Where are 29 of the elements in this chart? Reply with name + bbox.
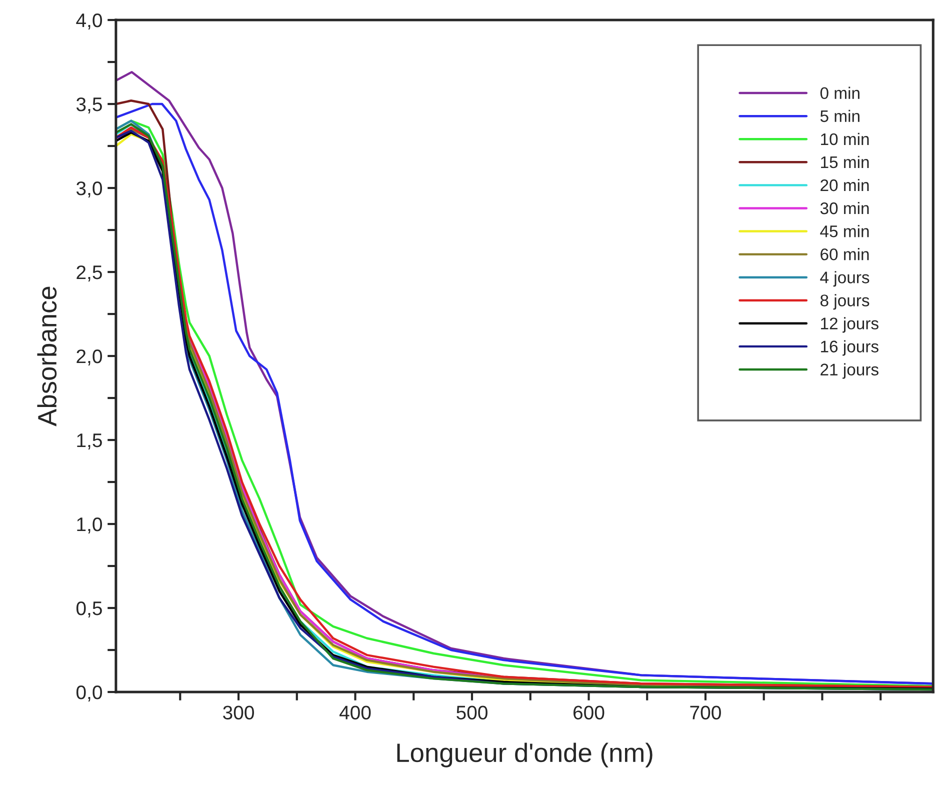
x-tick-label: 600	[574, 706, 604, 720]
legend-label: 45 min	[820, 225, 869, 238]
y-tick-label: 2,0	[76, 349, 102, 366]
y-tick-label: 4,0	[76, 13, 102, 30]
legend-label: 20 min	[820, 178, 869, 192]
legend-label: 8 jours	[820, 294, 870, 310]
legend-label: 5 min	[820, 110, 860, 122]
x-tick-label: 700	[690, 706, 721, 720]
y-axis-title: Absorbance	[37, 286, 57, 426]
y-tick-label: 0,0	[76, 685, 102, 702]
legend-label: 10 min	[821, 132, 869, 146]
y-tick-label: 1,5	[77, 434, 102, 450]
legend-label: 16 jours	[821, 340, 878, 356]
y-tick-label: 3,0	[76, 181, 102, 198]
x-axis-title: Longueur d'onde (nm)	[397, 742, 652, 768]
x-tick-label: 300	[223, 706, 254, 720]
y-tick-label: 3,5	[76, 97, 102, 114]
x-tick-label: 400	[339, 706, 371, 720]
legend-label: 4 jours	[820, 271, 870, 287]
legend-label: 15 min	[821, 156, 869, 168]
y-tick-label: 2,5	[76, 265, 102, 282]
legend-label: 30 min	[820, 202, 869, 214]
y-tick-label: 1,0	[77, 517, 102, 534]
legend-label: 12 jours	[821, 317, 878, 333]
x-tick-label: 500	[456, 706, 488, 720]
legend-label: 60 min	[820, 248, 869, 260]
legend-label: 21 jours	[820, 363, 878, 379]
legend-label: 0 min	[820, 86, 860, 100]
y-tick-label: 0,5	[76, 601, 102, 618]
